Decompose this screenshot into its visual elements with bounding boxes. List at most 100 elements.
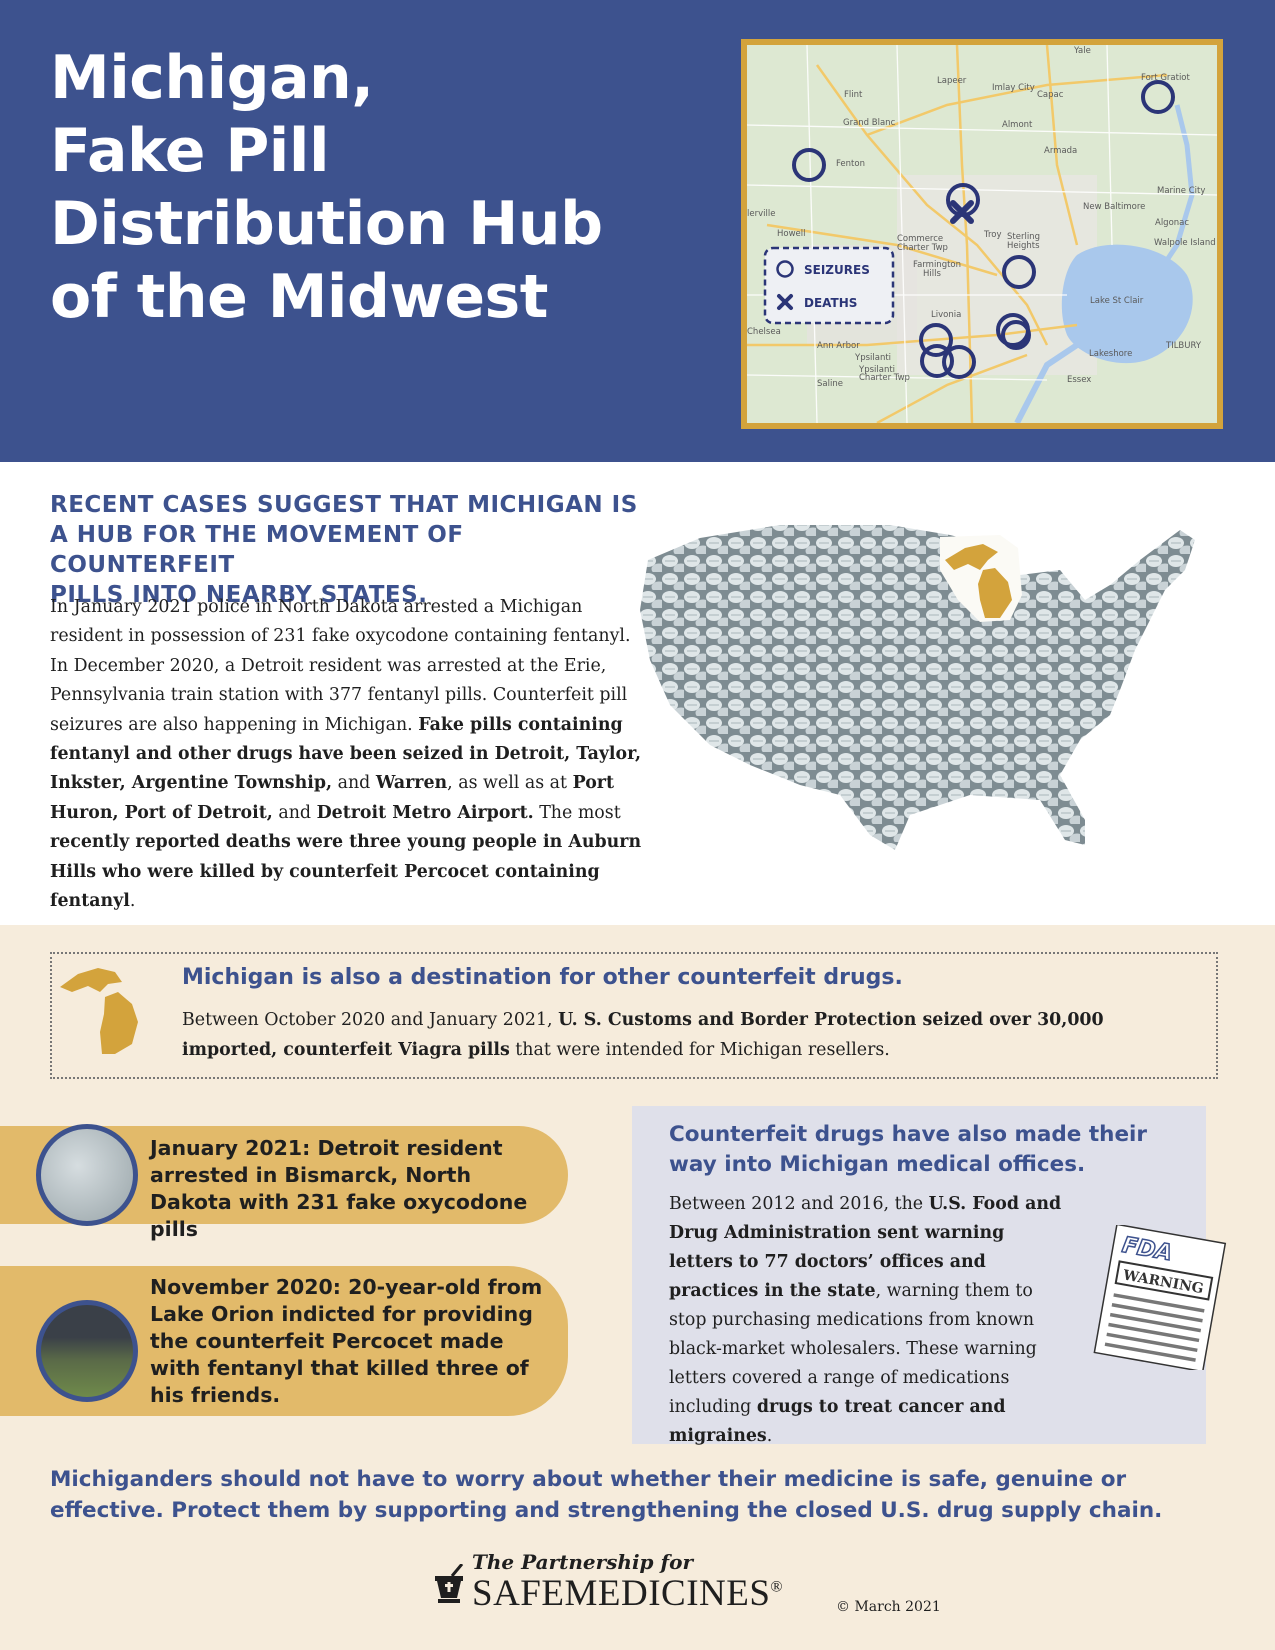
intro-heading-line: RECENT CASES SUGGEST THAT MICHIGAN IS bbox=[50, 492, 638, 518]
callout-text: that were intended for Michigan reseller… bbox=[509, 1040, 890, 1060]
closing-statement: Michiganders should not have to worry ab… bbox=[50, 1467, 1163, 1523]
svg-text:Lake St Clair: Lake St Clair bbox=[1090, 296, 1144, 306]
svg-text:Charter Twp: Charter Twp bbox=[897, 243, 948, 253]
warning-stamp-box bbox=[1114, 1260, 1214, 1301]
svg-text:Farmington: Farmington bbox=[913, 260, 961, 270]
page-title: Michigan, Fake Pill Distribution Hub of … bbox=[50, 42, 690, 334]
logo-tagline: The Partnership for bbox=[472, 1550, 693, 1574]
intro-heading: RECENT CASES SUGGEST THAT MICHIGAN IS A … bbox=[50, 490, 640, 610]
svg-text:TILBURY: TILBURY bbox=[1165, 341, 1202, 351]
registered-mark: ® bbox=[770, 1578, 784, 1596]
svg-text:Livonia: Livonia bbox=[931, 310, 961, 320]
fda-warning-letter-icon: FDA WARNING bbox=[1093, 1225, 1227, 1370]
us-outline-pills bbox=[640, 525, 1195, 850]
callout-heading: Michigan is also a destination for other… bbox=[182, 965, 903, 990]
svg-text:Fenton: Fenton bbox=[836, 159, 865, 169]
callout-text: Between October 2020 and January 2021, bbox=[182, 1010, 559, 1030]
intro-heading-line: A HUB FOR THE MOVEMENT OF COUNTERFEIT bbox=[50, 522, 464, 578]
partnership-safe-medicines-logo: The Partnership for SAFEMEDICINES® bbox=[432, 1550, 852, 1614]
intro-text: , as well as at bbox=[447, 773, 573, 794]
fda-bold: drugs to treat cancer and migraines bbox=[669, 1397, 1006, 1446]
fda-bold: U.S. Food and Drug Administration sent w… bbox=[669, 1194, 1062, 1301]
michigan-road-map: Yale Lapeer Imlay City Capac Fort Gratio… bbox=[741, 39, 1223, 429]
memorial-photo bbox=[36, 1300, 138, 1402]
svg-text:Commerce: Commerce bbox=[897, 234, 943, 244]
svg-text:Fort Gratiot: Fort Gratiot bbox=[1141, 73, 1191, 83]
map-labels: Yale Lapeer Imlay City Capac Fort Gratio… bbox=[747, 46, 1216, 389]
us-pills-map-image bbox=[640, 525, 1195, 850]
title-line: Fake Pill bbox=[50, 116, 330, 186]
michigan-map-icon bbox=[60, 968, 138, 1054]
svg-text:Walpole Island: Walpole Island bbox=[1154, 238, 1216, 248]
svg-text:Ypsilanti: Ypsilanti bbox=[854, 353, 891, 363]
svg-text:Howell: Howell bbox=[777, 229, 806, 239]
svg-text:Hills: Hills bbox=[923, 269, 941, 279]
svg-text:Heights: Heights bbox=[1007, 241, 1040, 251]
legend-seizure-icon bbox=[776, 260, 794, 278]
seizure-marker-port-of-detroit bbox=[1001, 320, 1031, 350]
timeline-text: November 2020: 20-year-old from Lake Ori… bbox=[150, 1275, 543, 1407]
legend-seizures-label: SEIZURES bbox=[804, 263, 870, 277]
svg-text:Flint: Flint bbox=[844, 90, 863, 100]
intro-bold: recently reported deaths were three youn… bbox=[50, 832, 642, 912]
svg-text:Yale: Yale bbox=[1073, 46, 1091, 56]
seizure-marker-metro-airport bbox=[920, 344, 954, 378]
title-line: Distribution Hub bbox=[50, 189, 603, 259]
legend-death-icon bbox=[777, 294, 793, 310]
svg-text:lerville: lerville bbox=[747, 209, 775, 219]
svg-text:Marine City: Marine City bbox=[1157, 186, 1205, 196]
svg-text:Ann Arbor: Ann Arbor bbox=[817, 341, 860, 351]
seizure-marker-port-huron bbox=[1141, 80, 1175, 114]
highways bbox=[747, 45, 1168, 423]
map-svg: Yale Lapeer Imlay City Capac Fort Gratio… bbox=[747, 45, 1217, 423]
lake-st-clair bbox=[1061, 244, 1193, 364]
svg-text:Armada: Armada bbox=[1044, 146, 1077, 156]
timeline-text: January 2021: Detroit resident arrested … bbox=[150, 1136, 528, 1241]
intro-text: and bbox=[272, 802, 317, 823]
title-line: of the Midwest bbox=[50, 262, 548, 332]
intro-paragraph: In January 2021 police in North Dakota a… bbox=[50, 593, 650, 916]
publication-date: © March 2021 bbox=[836, 1599, 941, 1615]
intro-text: The most bbox=[533, 802, 621, 823]
callout-paragraph: Between October 2020 and January 2021, U… bbox=[182, 1005, 1202, 1065]
seizure-marker-taylor bbox=[942, 345, 976, 379]
letter-lines bbox=[1104, 1293, 1205, 1362]
svg-text:Chelsea: Chelsea bbox=[747, 327, 781, 337]
logo-wordmark-text: SAFEMEDICINES bbox=[472, 1573, 771, 1614]
pills-photo bbox=[36, 1124, 138, 1226]
fda-text: . bbox=[766, 1426, 773, 1446]
fda-heading: Counterfeit drugs have also made their w… bbox=[669, 1122, 1147, 1177]
seizure-marker-inkster bbox=[919, 323, 953, 357]
intro-bold: Warren bbox=[375, 773, 448, 794]
fda-text: , warning them to stop purchasing medica… bbox=[669, 1281, 1037, 1417]
svg-text:Charter Twp: Charter Twp bbox=[859, 373, 910, 383]
intro-bold: Fake pills containing fentanyl and other… bbox=[50, 714, 642, 794]
svg-text:Troy: Troy bbox=[983, 230, 1001, 240]
svg-text:Essex: Essex bbox=[1067, 375, 1091, 385]
map-legend bbox=[763, 246, 895, 325]
svg-text:Lapeer: Lapeer bbox=[937, 76, 967, 86]
mortar-pestle-icon bbox=[435, 1564, 464, 1603]
intro-text: and bbox=[332, 773, 376, 794]
intro-heading-line: PILLS INTO NEARBY STATES. bbox=[50, 582, 428, 608]
callout-bold: U. S. Customs and Border Protection seiz… bbox=[182, 1010, 1104, 1060]
svg-text:Capac: Capac bbox=[1037, 90, 1064, 100]
seizure-marker-warren bbox=[1002, 255, 1036, 289]
title-line: Michigan, bbox=[50, 43, 374, 113]
svg-text:Imlay City: Imlay City bbox=[992, 83, 1035, 93]
fda-text: Between 2012 and 2016, the bbox=[669, 1194, 929, 1214]
svg-text:New Baltimore: New Baltimore bbox=[1083, 202, 1145, 212]
intro-bold: Port Huron, Port of Detroit, bbox=[50, 773, 614, 823]
intro-text: . bbox=[129, 891, 136, 912]
svg-text:Grand Blanc: Grand Blanc bbox=[843, 118, 896, 128]
legend-deaths-label: DEATHS bbox=[804, 296, 857, 310]
viagra-callout-box bbox=[50, 952, 1218, 1079]
seizure-marker-fenton bbox=[792, 148, 826, 182]
letter-paper bbox=[1093, 1225, 1227, 1370]
fda-paragraph: Between 2012 and 2016, the U.S. Food and… bbox=[669, 1190, 1069, 1451]
logo-wordmark: SAFEMEDICINES® bbox=[472, 1572, 783, 1615]
intro-bold: Detroit Metro Airport. bbox=[316, 802, 534, 823]
death-marker bbox=[950, 200, 974, 224]
svg-text:Saline: Saline bbox=[817, 379, 843, 389]
intro-text: In January 2021 police in North Dakota a… bbox=[50, 597, 631, 735]
